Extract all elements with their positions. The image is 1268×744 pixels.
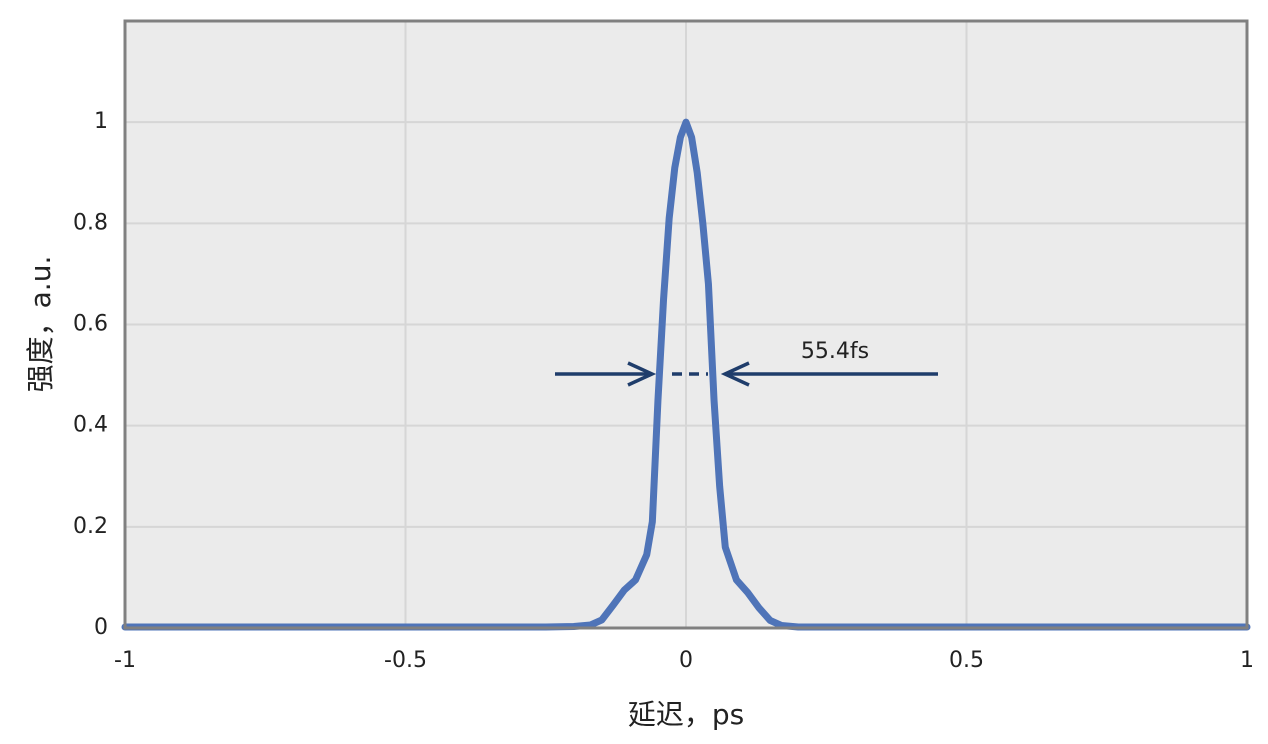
arrow-head bbox=[627, 361, 657, 387]
x-axis-title: 延迟，ps bbox=[628, 698, 744, 731]
x-tick-label: -1 bbox=[114, 648, 136, 673]
plot-frame bbox=[123, 19, 1249, 630]
y-tick-label: 0 bbox=[94, 615, 108, 640]
x-tick-label: 0.5 bbox=[949, 648, 984, 673]
y-tick-label: 1 bbox=[94, 109, 108, 134]
y-tick-label: 0.8 bbox=[73, 210, 108, 235]
y-axis-title: 强度，a.u. bbox=[24, 256, 57, 393]
y-tick-label: 0.6 bbox=[73, 312, 108, 337]
x-tick-label: 1 bbox=[1240, 648, 1254, 673]
fwhm-marker bbox=[555, 361, 938, 387]
x-tick-label: -0.5 bbox=[384, 648, 427, 673]
annotation: 55.4fs bbox=[801, 339, 869, 364]
arrow-head bbox=[720, 361, 750, 387]
plot bbox=[121, 118, 1251, 631]
y-tick-label: 0.4 bbox=[73, 413, 108, 438]
data-line bbox=[121, 118, 1251, 631]
y-tick-label: 0.2 bbox=[73, 514, 108, 539]
x-tick-label: 0 bbox=[679, 648, 693, 673]
